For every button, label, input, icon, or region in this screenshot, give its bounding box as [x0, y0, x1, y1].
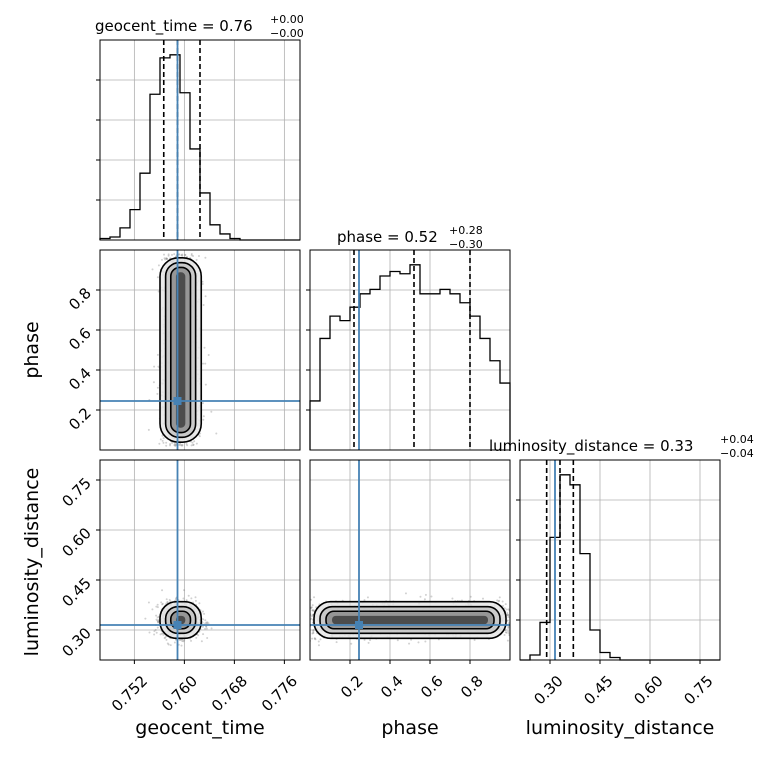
ytick-label-phase-2: 0.6 [65, 324, 95, 354]
xtick-label-geocent-time-3: 0.776 [258, 672, 301, 715]
panels [96, 39, 721, 664]
panel-phase-vs-geocent-time-truth-marker [173, 397, 182, 405]
panel-luminosity-distance-vs-geocent-time-truth-marker [173, 621, 182, 629]
title-luminosity-distance: luminosity_distance = 0.33 [489, 437, 693, 456]
xlabel-geocent-time: geocent_time [135, 717, 264, 739]
title-luminosity-distance-median: 0.33 [660, 437, 693, 455]
xtick-label-luminosity-distance-2: 0.60 [630, 672, 666, 708]
ylabel-phase: phase [21, 321, 43, 378]
ytick-label-phase-3: 0.8 [65, 284, 95, 314]
xlabel-luminosity-distance: luminosity_distance [526, 717, 715, 739]
ylabel-luminosity-distance: luminosity_distance [21, 468, 43, 657]
title-geocent-time-minus: −0.00 [270, 27, 304, 40]
hist-phase-ygrid [306, 289, 510, 411]
xtick-label-phase-3: 0.8 [457, 672, 487, 702]
panel-luminosity-distance-vs-phase-truth-marker [355, 621, 363, 629]
xlabel-phase: phase [381, 717, 438, 739]
ytick-label-phase-0: 0.2 [65, 404, 95, 434]
panel-phase-vs-geocent-time-samples [147, 253, 218, 447]
title-luminosity-distance-minus: −0.04 [720, 447, 754, 460]
ytick-label-luminosity-distance-1: 0.45 [58, 574, 94, 610]
xtick-label-luminosity-distance-1: 0.45 [580, 672, 616, 708]
hist-phase-grid [349, 250, 471, 450]
panel-luminosity-distance-vs-geocent-time-frame [99, 459, 301, 661]
xtick-label-phase-0: 0.2 [337, 672, 367, 702]
xtick-label-geocent-time-2: 0.768 [208, 672, 251, 715]
hist-luminosity-distance-frame [519, 459, 721, 661]
title-phase-median: 0.52 [404, 228, 437, 246]
panel-luminosity-distance-vs-phase-frame [309, 459, 511, 661]
xtick-label-phase-2: 0.6 [417, 672, 447, 702]
hist-geocent-time-frame [99, 39, 301, 241]
ytick-label-luminosity-distance-0: 0.30 [58, 624, 94, 660]
title-geocent-time: geocent_time = 0.76 [95, 17, 253, 36]
title-geocent-time-plus: +0.00 [270, 13, 304, 26]
title-geocent-time-median: 0.76 [219, 17, 252, 35]
ytick-label-luminosity-distance-2: 0.60 [58, 524, 94, 560]
title-geocent-time-name: geocent_time [95, 17, 197, 36]
ytick-label-luminosity-distance-3: 0.75 [58, 474, 94, 510]
hist-geocent-time-ygrid [96, 79, 300, 201]
panel-luminosity-distance-vs-phase-samples [310, 592, 510, 647]
title-phase-name: phase [337, 228, 382, 246]
xtick-label-luminosity-distance-0: 0.30 [530, 672, 566, 708]
xtick-label-geocent-time-1: 0.760 [158, 672, 201, 715]
title-phase-plus: +0.28 [449, 224, 483, 237]
title-luminosity-distance-plus: +0.04 [720, 433, 754, 446]
ytick-label-phase-1: 0.4 [65, 364, 95, 394]
title-phase: phase = 0.52 [337, 228, 438, 246]
hist-luminosity-distance-grid [549, 460, 701, 660]
hist-phase-steps [309, 264, 511, 450]
xtick-label-geocent-time-0: 0.752 [108, 672, 151, 715]
xtick-label-phase-1: 0.4 [377, 672, 407, 702]
hist-phase-frame [309, 249, 511, 451]
panel-phase-vs-geocent-time-frame [99, 249, 301, 451]
hist-geocent-time-grid [133, 40, 285, 240]
hist-luminosity-distance-ygrid [516, 499, 720, 621]
xtick-label-luminosity-distance-3: 0.75 [680, 672, 716, 708]
panel-luminosity-distance-vs-geocent-time-samples [144, 589, 213, 647]
title-luminosity-distance-name: luminosity_distance [489, 437, 638, 456]
title-phase-minus: −0.30 [449, 238, 483, 251]
